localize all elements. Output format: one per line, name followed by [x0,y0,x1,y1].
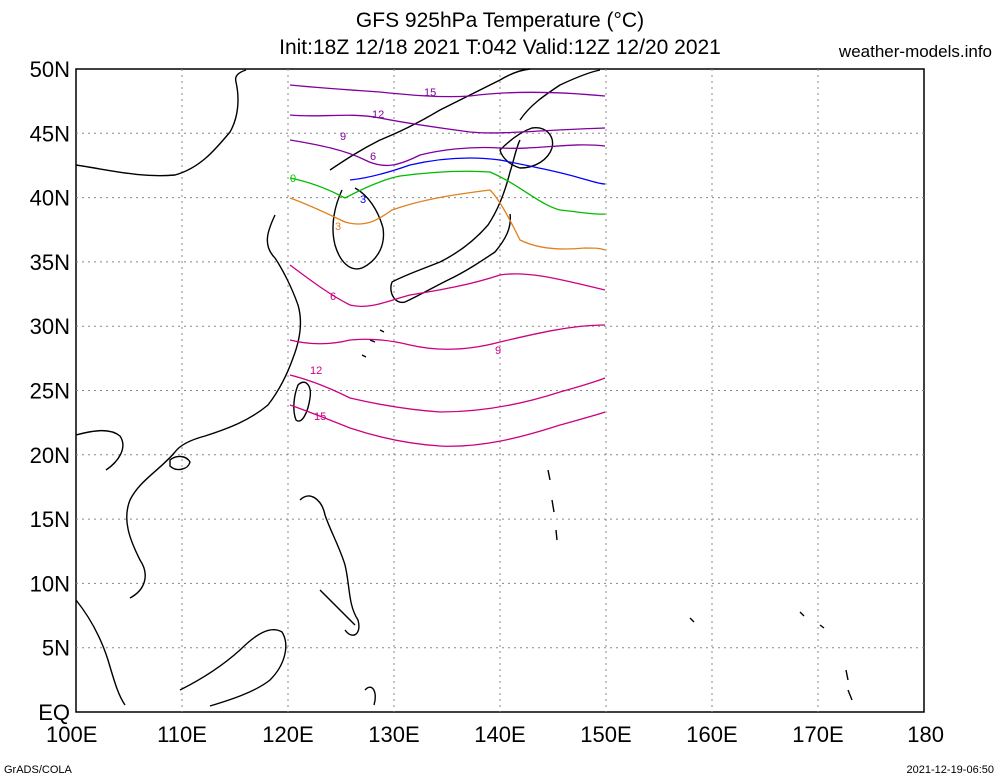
y-tick-label: 35N [30,250,70,275]
x-tick-label: 160E [686,722,737,747]
y-tick-label: 15N [30,507,70,532]
contour-label: 9 [495,345,501,357]
contour-label: 3 [360,194,366,206]
y-tick-label: 5N [42,636,70,661]
y-tick-label: 30N [30,314,70,339]
y-axis-labels: 50N 45N 40N 35N 30N 25N 20N 15N 10N 5N EQ [30,57,70,725]
footer-timestamp: 2021-12-19-06:50 [906,764,994,776]
temperature-contours [289,84,606,447]
y-tick-label: 50N [30,57,70,82]
y-tick-label: 25N [30,379,70,404]
x-axis-labels: 100E 110E 120E 130E 140E 150E 160E 170E 180 [46,722,944,747]
grid-lines [76,69,924,712]
contour-label: 3 [335,221,341,233]
contour-label: 12 [372,109,384,121]
contour-label: 15 [314,411,326,423]
x-tick-label: 150E [580,722,631,747]
x-tick-label: 130E [368,722,419,747]
footer-credit: GrADS/COLA [4,764,72,776]
x-tick-label: 170E [792,722,843,747]
contour-label: 6 [370,151,376,163]
contour-label: 12 [310,365,322,377]
contour-labels: 15 12 9 6 3 0 3 6 9 12 15 [290,87,501,423]
site-credit: weather-models.info [838,42,992,61]
y-tick-label: EQ [38,700,70,725]
y-tick-label: 40N [30,186,70,211]
y-tick-label: 20N [30,443,70,468]
contour-label: 15 [424,87,436,99]
coastlines [75,68,853,707]
x-tick-label: 140E [474,722,525,747]
x-tick-label: 180 [907,722,944,747]
chart-title: GFS 925hPa Temperature (°C) [355,9,645,32]
x-tick-label: 100E [46,722,97,747]
x-tick-label: 120E [262,722,313,747]
x-tick-label: 110E [157,722,207,747]
chart-subtitle: Init:18Z 12/18 2021 T:042 Valid:12Z 12/2… [279,36,721,59]
y-tick-label: 45N [30,121,70,146]
contour-label: 9 [340,131,346,143]
contour-label: 0 [290,173,296,185]
y-tick-label: 10N [30,571,70,596]
contour-label: 6 [330,291,336,303]
